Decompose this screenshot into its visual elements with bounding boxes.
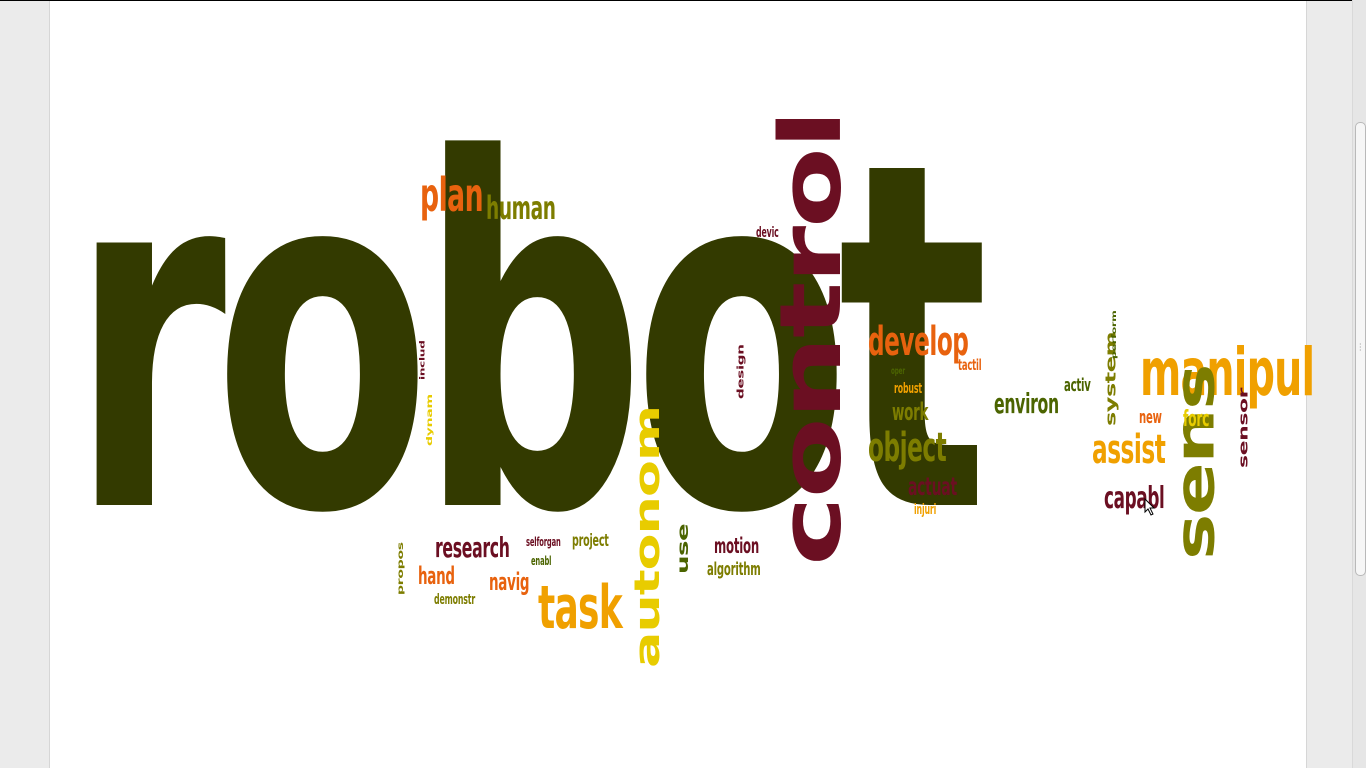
word-injuri: injuri bbox=[914, 502, 937, 518]
word-robust: robust bbox=[894, 381, 922, 397]
word-human: human bbox=[486, 189, 556, 227]
word-enabl: enabl bbox=[531, 554, 552, 568]
word-control: control bbox=[760, 111, 861, 566]
vertical-scrollbar[interactable]: · · · bbox=[1352, 0, 1366, 768]
word-navig: navig bbox=[489, 568, 530, 596]
word-actuat: actuat bbox=[908, 472, 957, 501]
word-plan: plan bbox=[420, 168, 484, 222]
word-task: task bbox=[538, 573, 623, 643]
word-propos: propos bbox=[396, 542, 406, 595]
word-work: work bbox=[892, 398, 929, 426]
word-oper: oper bbox=[891, 366, 905, 377]
word-algorithm: algorithm bbox=[707, 559, 761, 580]
word-autonom: autonom bbox=[626, 405, 668, 668]
word-tactil: tactil bbox=[958, 356, 982, 374]
word-includ: includ bbox=[418, 340, 427, 380]
word-sens: sens bbox=[1163, 364, 1227, 560]
word-develop: develop bbox=[868, 319, 969, 365]
word-cloud-canvas bbox=[49, 1, 1307, 768]
window-top-border bbox=[0, 0, 1352, 1]
grip-icon: · · · bbox=[1359, 340, 1362, 355]
word-motion: motion bbox=[714, 534, 760, 558]
word-selforgan: selforgan bbox=[526, 535, 561, 549]
word-perform: perform bbox=[1110, 310, 1118, 359]
word-robot: robot bbox=[70, 60, 989, 619]
word-design: design bbox=[735, 344, 746, 399]
word-forc: forc bbox=[1183, 407, 1210, 432]
word-activ: activ bbox=[1064, 375, 1091, 396]
word-devic: devic bbox=[756, 225, 779, 241]
word-assist: assist bbox=[1092, 427, 1166, 473]
word-project: project bbox=[572, 531, 609, 551]
word-research: research bbox=[435, 531, 510, 564]
scrollbar-thumb[interactable]: · · · bbox=[1355, 122, 1366, 576]
word-new: new bbox=[1139, 407, 1162, 428]
mouse-cursor-icon bbox=[1144, 498, 1156, 516]
word-dynam: dynam bbox=[425, 394, 435, 446]
word-sensor: sensor bbox=[1236, 387, 1251, 468]
word-object: object bbox=[868, 425, 947, 471]
word-hand: hand bbox=[418, 562, 455, 590]
word-manipul: manipul bbox=[1140, 334, 1315, 411]
word-environ: environ bbox=[994, 387, 1059, 420]
word-use: use bbox=[674, 523, 693, 574]
word-demonstr: demonstr bbox=[434, 592, 476, 608]
